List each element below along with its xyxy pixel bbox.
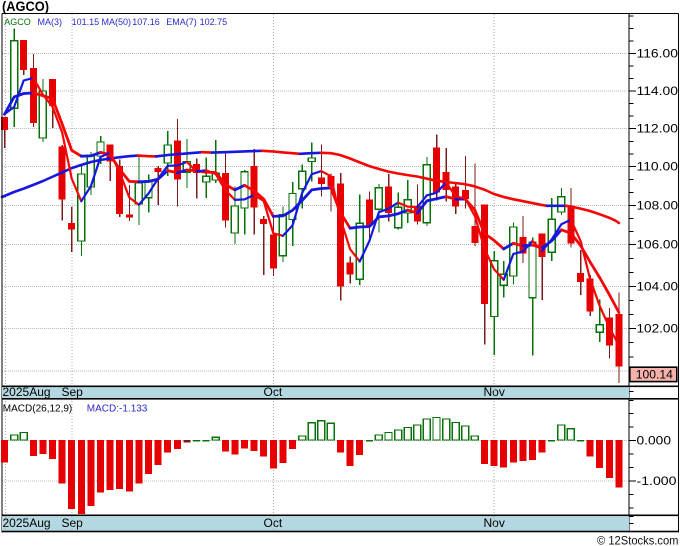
svg-text:2025Aug: 2025Aug [3, 516, 51, 530]
svg-text:102.75: 102.75 [200, 17, 228, 27]
svg-text:-1.000: -1.000 [637, 474, 677, 488]
svg-text:MA(50): MA(50) [102, 17, 132, 27]
svg-text:Nov: Nov [484, 385, 505, 399]
svg-text:Oct: Oct [264, 385, 283, 399]
svg-text:106.00: 106.00 [637, 238, 679, 252]
svg-text:MACD(26,12,9): MACD(26,12,9) [3, 404, 72, 415]
svg-text:104.00: 104.00 [637, 280, 679, 294]
svg-text:110.00: 110.00 [637, 160, 679, 174]
svg-text:108.00: 108.00 [637, 199, 679, 213]
svg-text:AGCO: AGCO [4, 17, 31, 27]
svg-text:112.00: 112.00 [637, 122, 679, 136]
svg-text:MACD:-1.133: MACD:-1.133 [87, 404, 148, 415]
svg-text:116.00: 116.00 [637, 47, 679, 61]
svg-text:© 12Stocks.com: © 12Stocks.com [597, 534, 679, 546]
svg-text:100.14: 100.14 [636, 367, 673, 381]
svg-text:102.00: 102.00 [637, 322, 679, 336]
svg-text:107.16: 107.16 [132, 17, 160, 27]
svg-text:2025Aug: 2025Aug [3, 385, 51, 399]
svg-text:MA(3): MA(3) [38, 17, 63, 27]
svg-text:Sep: Sep [62, 385, 84, 399]
svg-text:0.000: 0.000 [637, 434, 672, 448]
svg-text:101.15: 101.15 [72, 17, 100, 27]
svg-text:EMA(7): EMA(7) [166, 17, 197, 27]
svg-text:(AGCO): (AGCO) [2, 0, 49, 14]
svg-text:114.00: 114.00 [637, 84, 679, 98]
